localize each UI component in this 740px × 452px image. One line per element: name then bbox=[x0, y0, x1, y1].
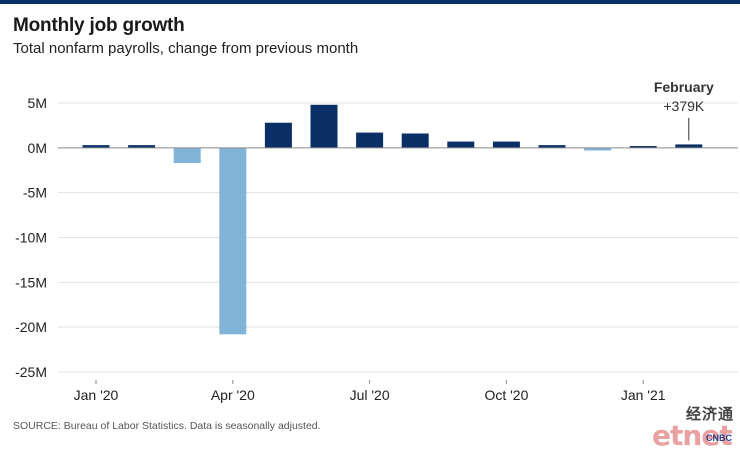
y-tick-label: -10M bbox=[15, 230, 47, 246]
top-accent-bar bbox=[0, 0, 740, 4]
bar-jun-20 bbox=[310, 104, 338, 148]
bar-mar-20 bbox=[173, 147, 201, 164]
bar-jan-21 bbox=[629, 146, 657, 148]
bar-dec-20 bbox=[584, 147, 612, 151]
chart-title: Monthly job growth bbox=[13, 15, 185, 36]
x-tick-label: Jan '20 bbox=[74, 387, 119, 403]
y-tick-label: 5M bbox=[28, 95, 47, 111]
bar-apr-20 bbox=[219, 147, 247, 335]
bar-nov-20 bbox=[538, 145, 566, 148]
y-tick-label: -25M bbox=[15, 364, 47, 380]
y-tick-label: -5M bbox=[23, 185, 47, 201]
chart-subtitle: Total nonfarm payrolls, change from prev… bbox=[13, 40, 359, 57]
bar-jul-20 bbox=[356, 132, 384, 148]
y-tick-label: 0M bbox=[28, 140, 47, 156]
watermark-chinese: 经济通 bbox=[685, 405, 734, 423]
bar-aug-20 bbox=[401, 133, 429, 148]
etnet-logo: 经济通 etnet CNBC bbox=[652, 403, 738, 452]
bar-feb-21 bbox=[675, 144, 703, 148]
annotation-title: February bbox=[654, 79, 714, 95]
watermark-sub: CNBC bbox=[706, 433, 732, 443]
bar-oct-20 bbox=[492, 141, 520, 148]
source-note: SOURCE: Bureau of Labor Statistics. Data… bbox=[13, 420, 321, 432]
x-tick-label: Apr '20 bbox=[211, 387, 255, 403]
bar-may-20 bbox=[264, 122, 292, 148]
x-tick-label: Oct '20 bbox=[484, 387, 528, 403]
x-tick-label: Jul '20 bbox=[350, 387, 390, 403]
bar-feb-20 bbox=[128, 145, 156, 148]
x-tick-label: Jan '21 bbox=[621, 387, 666, 403]
bar-sep-20 bbox=[447, 141, 475, 148]
annotation-value: +379K bbox=[663, 98, 705, 114]
y-tick-label: -15M bbox=[15, 274, 47, 290]
watermark-brand: etnet bbox=[652, 419, 733, 452]
y-tick-label: -20M bbox=[15, 319, 47, 335]
bar-jan-20 bbox=[82, 145, 110, 148]
